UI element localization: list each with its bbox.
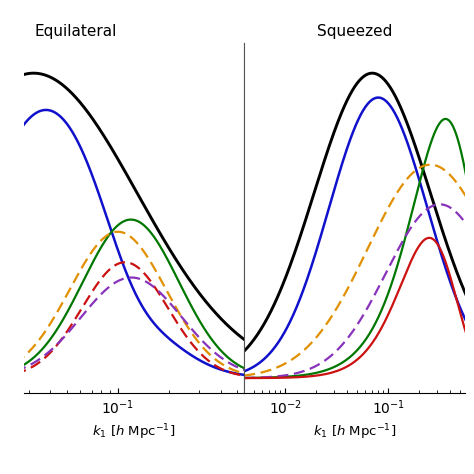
Text: Equilateral: Equilateral xyxy=(35,24,117,39)
X-axis label: $k_1$ [$h$ Mpc$^{-1}$]: $k_1$ [$h$ Mpc$^{-1}$] xyxy=(313,422,396,442)
X-axis label: $k_1$ [$h$ Mpc$^{-1}$]: $k_1$ [$h$ Mpc$^{-1}$] xyxy=(92,422,175,442)
Title: Squeezed: Squeezed xyxy=(317,24,392,39)
